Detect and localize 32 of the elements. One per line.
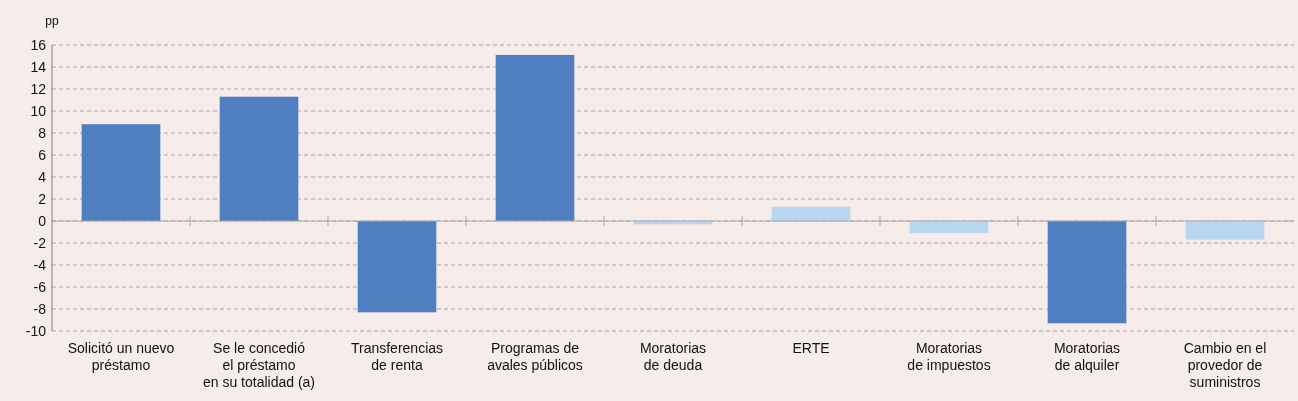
bar xyxy=(1047,221,1127,324)
y-tick-label: 4 xyxy=(38,168,47,185)
x-tick-label: Moratorias de impuestos xyxy=(907,340,991,373)
bar xyxy=(771,206,851,221)
bar xyxy=(81,124,161,221)
y-tick-label: -6 xyxy=(33,278,47,295)
y-axis-title: pp xyxy=(45,14,59,28)
y-tick-label: -2 xyxy=(33,234,47,251)
bar xyxy=(357,221,437,313)
y-tick-label: -4 xyxy=(33,256,47,273)
x-tick-label: Solicitó un nuevo préstamo xyxy=(67,340,175,373)
y-tick-label: 14 xyxy=(30,58,47,75)
y-tick-label: -8 xyxy=(33,300,47,317)
x-tick-label: Se le concedió el préstamo en su totalidad (a) xyxy=(202,340,316,390)
y-tick-label: 8 xyxy=(38,124,47,141)
bar xyxy=(495,54,575,221)
x-tick-label: ERTE xyxy=(792,340,830,356)
y-tick-label: 6 xyxy=(38,146,47,163)
x-tick-label: Cambio en el provedor de suministros xyxy=(1183,340,1267,390)
bar xyxy=(219,96,299,221)
y-tick-label: 0 xyxy=(38,212,47,229)
x-tick-label: Moratorias de deuda xyxy=(639,340,707,373)
x-tick-label: Programas de avales públicos xyxy=(487,340,583,373)
y-tick-label: 2 xyxy=(38,190,47,207)
y-tick-label: 12 xyxy=(30,80,47,97)
y-tick-label: 10 xyxy=(30,102,47,119)
bar xyxy=(1185,221,1265,240)
bar xyxy=(909,221,989,234)
y-tick-label: -10 xyxy=(25,322,47,339)
x-tick-label: Transferencias de renta xyxy=(350,340,444,373)
x-tick-label: Moratorias de alquiler xyxy=(1053,340,1121,373)
y-tick-label: 16 xyxy=(30,36,47,53)
